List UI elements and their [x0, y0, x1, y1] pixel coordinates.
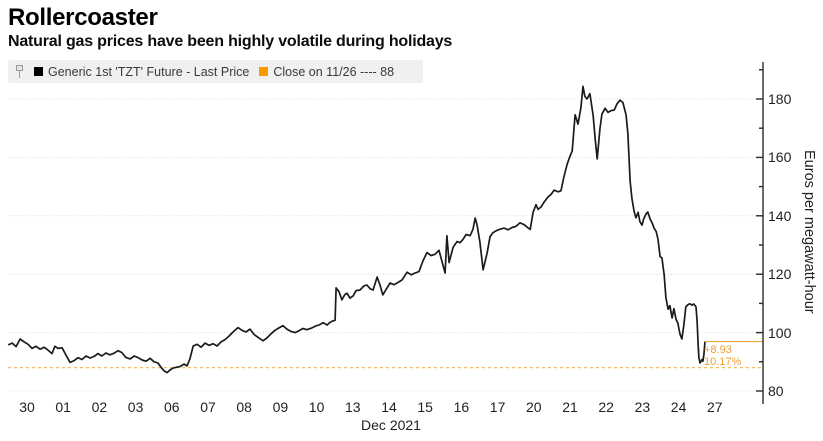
x-axis-tick-label-16: 16: [453, 399, 470, 415]
x-axis-tick-label-03: 03: [127, 399, 144, 415]
x-axis-tick-label-15: 15: [417, 399, 433, 415]
x-axis-tick-label-14: 14: [381, 399, 397, 415]
x-axis-tick-label-30: 30: [19, 399, 35, 415]
x-axis-tick-label-09: 09: [272, 399, 289, 415]
legend-item-last-price[interactable]: Generic 1st 'TZT' Future - Last Price: [34, 65, 249, 79]
y-axis-title: Euros per megawatt-hour: [801, 150, 817, 314]
x-axis-group-label: Dec 2021: [361, 417, 421, 433]
legend-label-last-price: Generic 1st 'TZT' Future - Last Price: [48, 64, 250, 79]
legend: Generic 1st 'TZT' Future - Last Price Cl…: [8, 60, 423, 83]
last-price-change: +8.93: [704, 343, 732, 356]
chart-title: Rollercoaster: [8, 4, 158, 31]
y-axis-tick-label-80: 80: [768, 383, 784, 399]
legend-label-close-line: Close on 11/26 ---- 88: [273, 64, 395, 79]
x-axis-tick-label-10: 10: [308, 399, 325, 415]
x-axis-tick-label-27: 27: [707, 399, 723, 415]
x-axis-tick-label-20: 20: [526, 399, 542, 415]
legend-key-icon-head: [16, 65, 23, 71]
last-price-percent: 10.17%: [704, 355, 742, 368]
x-axis-tick-label-21: 21: [562, 399, 578, 415]
y-axis-tick-label-120: 120: [768, 266, 792, 283]
x-axis-tick-label-13: 13: [345, 399, 361, 415]
x-axis-tick-label-08: 08: [236, 399, 252, 415]
x-axis-tick-label-01: 01: [55, 399, 71, 415]
y-axis-tick-label-140: 140: [768, 207, 792, 224]
y-axis-tick-label-160: 160: [768, 149, 792, 166]
series-swatch-black: [34, 67, 43, 76]
y-axis-tick-label-180: 180: [768, 91, 792, 107]
x-axis-tick-label-07: 07: [200, 399, 216, 415]
x-axis-tick-label-24: 24: [670, 399, 687, 415]
x-axis-tick-label-22: 22: [598, 399, 614, 415]
legend-key-icon: [16, 64, 24, 79]
x-axis-tick-label-23: 23: [634, 399, 651, 415]
x-axis-tick-label-02: 02: [91, 399, 108, 415]
series-swatch-orange: [259, 67, 269, 76]
x-axis-tick-label-17: 17: [489, 399, 506, 415]
legend-item-close-line[interactable]: Close on 11/26 ---- 88: [259, 65, 394, 79]
chart-subtitle: Natural gas prices have been highly vola…: [8, 33, 453, 50]
y-axis-tick-label-100: 100: [768, 324, 792, 341]
legend-key-icon-stem: [19, 71, 20, 78]
x-axis-tick-label-06: 06: [164, 399, 180, 415]
price-series-line: [7, 85, 706, 374]
